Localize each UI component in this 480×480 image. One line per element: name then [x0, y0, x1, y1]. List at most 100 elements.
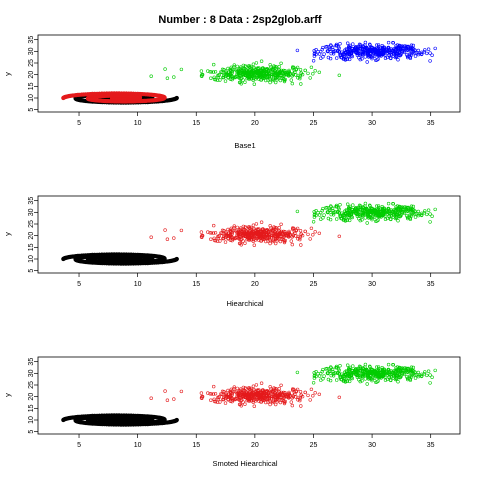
data-point [212, 223, 216, 228]
data-point [223, 233, 227, 238]
data-point [389, 369, 394, 373]
data-point [289, 239, 293, 243]
data-point [423, 48, 427, 52]
data-point [276, 234, 280, 238]
y-axis-label: y [3, 72, 12, 76]
data-point [321, 55, 325, 59]
data-point [322, 213, 326, 217]
data-point [344, 212, 348, 216]
data-point [376, 204, 381, 208]
data-point [363, 46, 368, 50]
data-point [303, 229, 307, 234]
data-point [172, 75, 176, 79]
data-point [387, 53, 391, 58]
data-point [252, 82, 257, 86]
y-tick-label: 20 [28, 232, 35, 240]
points-group [61, 201, 437, 266]
y-tick-label: 15 [28, 243, 35, 251]
data-point [317, 213, 322, 217]
data-point [334, 364, 339, 369]
data-point [396, 372, 400, 376]
x-tick-label: 5 [77, 281, 81, 288]
data-point [339, 377, 343, 382]
data-point [257, 388, 261, 392]
data-point [374, 58, 378, 62]
data-point [200, 72, 205, 77]
data-point [235, 386, 240, 391]
data-point [251, 62, 256, 66]
data-point [287, 232, 291, 237]
data-point [350, 215, 354, 220]
data-point [413, 212, 417, 216]
y-tick-label: 5 [28, 430, 35, 434]
data-point [329, 44, 333, 48]
data-point [259, 220, 264, 224]
data-point [416, 48, 420, 53]
data-point [406, 377, 410, 382]
data-point [396, 211, 400, 215]
data-point [375, 213, 380, 218]
plot-frame [37, 34, 461, 113]
data-point [398, 375, 402, 380]
data-point [199, 230, 204, 234]
data-point [395, 376, 399, 380]
data-point [261, 235, 265, 239]
data-point [218, 400, 222, 404]
data-point [268, 241, 272, 246]
data-point [235, 225, 240, 230]
data-point [335, 378, 339, 382]
data-point [325, 205, 329, 210]
data-point [379, 51, 384, 56]
data-point [247, 77, 251, 81]
data-point [416, 370, 420, 375]
data-point [241, 394, 246, 399]
data-point [369, 47, 374, 51]
data-point [276, 233, 281, 238]
data-point [163, 67, 167, 71]
scatter-panel-3: 5 10 15 20 25 30 35 5 10 15 20 25 30 35 Smoted Hiearch… [3, 356, 461, 468]
data-point [239, 398, 243, 403]
data-point [357, 370, 361, 375]
data-point [399, 369, 403, 373]
data-point [317, 374, 322, 378]
data-point [252, 227, 256, 231]
data-point [371, 209, 375, 213]
data-point [230, 391, 234, 396]
data-point [396, 219, 400, 223]
data-point [395, 215, 399, 219]
data-point [299, 404, 303, 408]
data-point [270, 233, 274, 238]
data-point [416, 212, 421, 216]
data-point [345, 57, 349, 61]
data-point [347, 51, 352, 55]
data-point [223, 394, 227, 398]
data-point [216, 400, 220, 404]
data-point [244, 387, 248, 391]
data-point [312, 49, 316, 53]
data-point [252, 71, 256, 75]
data-point [257, 390, 261, 394]
data-point [396, 45, 401, 50]
data-point [332, 371, 336, 375]
data-point [368, 203, 372, 208]
data-point [239, 76, 243, 81]
data-point [363, 377, 367, 381]
y-tick-label: 10 [28, 94, 35, 102]
data-point [298, 237, 302, 242]
data-point [221, 75, 226, 80]
data-point [241, 389, 245, 393]
data-point [270, 78, 275, 83]
data-point [299, 243, 303, 247]
y-tick-label: 15 [28, 404, 35, 412]
data-point [357, 209, 361, 214]
data-point [213, 70, 218, 74]
data-point [264, 78, 268, 83]
plot-frame [37, 195, 461, 274]
data-point [381, 209, 386, 214]
data-point [213, 239, 218, 243]
data-point [216, 239, 220, 244]
data-point [379, 215, 383, 219]
data-point [320, 47, 324, 52]
data-point [322, 52, 326, 56]
data-point [282, 79, 287, 84]
